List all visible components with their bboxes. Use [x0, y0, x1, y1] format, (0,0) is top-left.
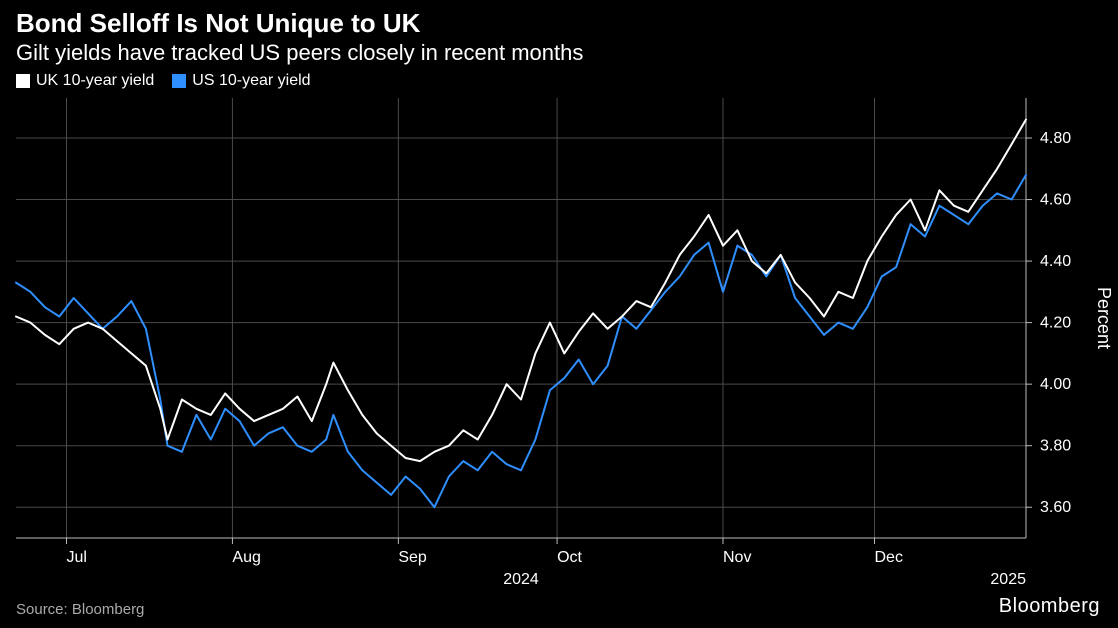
- svg-text:4.80: 4.80: [1040, 130, 1071, 147]
- chart-title: Bond Selloff Is Not Unique to UK: [16, 8, 420, 39]
- source-note: Source: Bloomberg: [16, 601, 144, 618]
- svg-text:Aug: Aug: [232, 549, 260, 566]
- brand-label: Bloomberg: [999, 595, 1100, 618]
- svg-text:4.40: 4.40: [1040, 253, 1071, 270]
- svg-text:Nov: Nov: [723, 549, 751, 566]
- svg-text:Jul: Jul: [67, 549, 87, 566]
- legend-label-us: US 10-year yield: [192, 72, 310, 90]
- legend-swatch-uk: [16, 74, 30, 88]
- svg-text:Percent: Percent: [1094, 287, 1114, 349]
- legend-label-uk: UK 10-year yield: [36, 72, 154, 90]
- legend-swatch-us: [172, 74, 186, 88]
- svg-text:2024: 2024: [503, 571, 539, 588]
- svg-text:Dec: Dec: [875, 549, 903, 566]
- svg-text:Oct: Oct: [557, 549, 582, 566]
- svg-text:Sep: Sep: [398, 549, 427, 566]
- svg-text:4.20: 4.20: [1040, 315, 1071, 332]
- svg-text:3.80: 3.80: [1040, 438, 1071, 455]
- svg-text:4.00: 4.00: [1040, 376, 1071, 393]
- svg-text:4.60: 4.60: [1040, 192, 1071, 209]
- svg-text:3.60: 3.60: [1040, 499, 1071, 516]
- legend: UK 10-year yield US 10-year yield: [16, 72, 311, 90]
- legend-item-us: US 10-year yield: [172, 72, 310, 90]
- svg-text:2025: 2025: [990, 571, 1026, 588]
- chart-canvas: 3.60 3.80 4.00 4.20 4.40 4.60 4.80 Jul Aug Sep Oct…: [0, 0, 1118, 628]
- chart-subtitle: Gilt yields have tracked US peers closel…: [16, 40, 583, 66]
- legend-item-uk: UK 10-year yield: [16, 72, 154, 90]
